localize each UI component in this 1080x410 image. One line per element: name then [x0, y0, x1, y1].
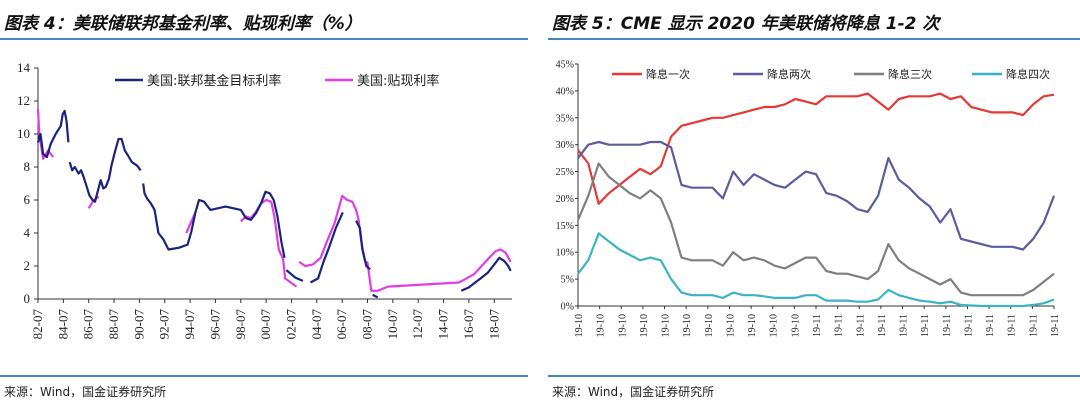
fed-funds-target-line	[372, 293, 379, 299]
left-x-tick-label: 06-07	[334, 309, 349, 340]
right-x-tick-label: 19-10	[747, 314, 758, 337]
left-x-tick-label: 16-07	[461, 309, 476, 340]
right-x-tick-label: 19-10	[769, 314, 780, 337]
left-y-tick-label: 8	[24, 159, 31, 174]
left-y-tick-label: 14	[17, 60, 31, 75]
left-x-tick-label: 86-07	[81, 309, 96, 340]
fed-funds-target-line	[142, 183, 286, 259]
right-x-tick-label: 19-10	[682, 314, 693, 337]
right-x-tick-label: 19-11	[834, 314, 845, 337]
right-x-tick-label: 19-11	[942, 314, 953, 337]
left-chart-panel: 图表 4：美联储联邦基金利率、贴现利率（%） 0 2 4 6 8 10 12 14 82-07 8…	[0, 0, 528, 410]
right-x-tick-label: 19-10	[574, 314, 585, 337]
right-x-tick-label: 19-10	[596, 314, 607, 337]
left-x-tick-label: 88-07	[106, 309, 121, 340]
left-x-tick-label: 14-07	[436, 309, 451, 340]
right-x-tick-label: 19-11	[1028, 314, 1039, 337]
right-x-tick-label: 19-11	[899, 314, 910, 337]
right-y-tick-label: 15%	[556, 221, 574, 232]
right-x-tick-label: 19-11	[1050, 314, 1061, 337]
discount-rate-line	[240, 198, 298, 288]
left-y-tick-label: 2	[24, 258, 31, 273]
right-x-tick-label: 19-10	[661, 314, 672, 337]
left-x-tick-label: 92-07	[157, 309, 172, 340]
cut-once-line	[577, 92, 1055, 205]
left-x-tick-label: 94-07	[182, 309, 197, 340]
fed-funds-target-line	[68, 137, 142, 203]
cut-four-times-line	[577, 232, 1055, 308]
right-y-tick-label: 20%	[556, 194, 574, 205]
left-x-tick-label: 12-07	[410, 309, 425, 340]
left-y-tick-label: 0	[24, 291, 31, 306]
right-x-tick-label: 19-11	[855, 314, 866, 337]
left-x-tick-label: 04-07	[309, 309, 324, 340]
right-y-tick-label: 30%	[556, 140, 574, 151]
fed-funds-target-line	[285, 269, 304, 282]
right-title-rule	[548, 38, 1080, 40]
right-x-tick-label: 19-11	[985, 314, 996, 337]
right-x-tick-label: 19-10	[704, 314, 715, 337]
fed-funds-target-line	[309, 211, 344, 284]
right-y-tick-label: 45%	[556, 60, 574, 71]
left-title-rule	[0, 38, 528, 40]
cut-three-times-line	[576, 162, 1055, 297]
left-x-tick-label: 00-07	[258, 309, 273, 340]
right-x-tick-label: 19-11	[812, 314, 823, 337]
fed-funds-target-line	[36, 109, 70, 159]
right-y-tick-label: 25%	[556, 167, 574, 178]
left-x-tick-label: 90-07	[131, 309, 146, 340]
left-x-tick-label: 08-07	[360, 309, 375, 340]
left-x-tick-label: 98-07	[233, 309, 248, 340]
legend-cut-four-label: 降息四次	[1006, 67, 1050, 81]
fed-funds-target-line	[355, 220, 371, 271]
discount-rate-line	[36, 109, 55, 160]
right-y-tick-label: 10%	[556, 248, 574, 259]
right-y-tick-label: 35%	[556, 113, 574, 124]
legend-cut-twice-label: 降息两次	[767, 67, 811, 81]
right-y-tick-label: 5%	[561, 275, 574, 286]
right-x-tick-label: 19-11	[877, 314, 888, 337]
right-x-tick-label: 19-10	[725, 314, 736, 337]
left-y-tick-label: 12	[17, 93, 30, 108]
left-chart-title: 图表 4：美联储联邦基金利率、贴现利率（%）	[4, 14, 362, 34]
legend-discount-rate-label: 美国:贴现利率	[357, 73, 439, 89]
legend-fed-funds-label: 美国:联邦基金目标利率	[147, 73, 281, 89]
right-y-tick-label: 0%	[561, 302, 574, 313]
right-x-tick-label: 19-10	[639, 314, 650, 337]
right-source-note: 来源：Wind，国金证券研究所	[552, 385, 715, 399]
right-x-tick-label: 19-11	[1007, 314, 1018, 337]
left-y-tick-label: 4	[24, 225, 31, 240]
left-x-tick-label: 10-07	[385, 309, 400, 340]
left-line-chart: 0 2 4 6 8 10 12 14 82-07 84-07 86-07 88-07 90-07 92-0…	[17, 60, 512, 340]
left-x-tick-label: 84-07	[55, 309, 70, 340]
right-chart-title: 图表 5：CME 显示 2020 年美联储将降息 1-2 次	[552, 14, 940, 34]
left-y-tick-label: 10	[17, 126, 30, 141]
right-x-tick-label: 19-11	[963, 314, 974, 337]
left-x-tick-label: 96-07	[207, 309, 222, 340]
right-x-tick-label: 19-11	[920, 314, 931, 337]
left-x-tick-label: 18-07	[486, 309, 501, 340]
left-x-tick-label: 82-07	[30, 309, 45, 340]
right-chart-panel: 图表 5：CME 显示 2020 年美联储将降息 1-2 次 0% 5% 10% 15…	[548, 0, 1080, 410]
left-x-tick-label: 02-07	[283, 309, 298, 340]
left-y-tick-label: 6	[24, 192, 31, 207]
fed-funds-target-line	[460, 256, 512, 292]
right-x-tick-label: 19-10	[617, 314, 628, 337]
cut-twice-line	[577, 140, 1056, 251]
left-source-note: 来源：Wind，国金证券研究所	[4, 385, 167, 399]
right-source-rule	[548, 375, 1080, 377]
legend-cut-once-label: 降息一次	[646, 67, 690, 81]
right-x-tick-label: 19-10	[790, 314, 801, 337]
legend-cut-three-label: 降息三次	[888, 67, 932, 81]
left-source-rule	[0, 375, 528, 377]
right-y-tick-label: 40%	[556, 86, 574, 97]
right-line-chart: 0% 5% 10% 15% 20% 25% 30% 35% 40% 45% 19-10 19-10 19…	[556, 60, 1061, 338]
